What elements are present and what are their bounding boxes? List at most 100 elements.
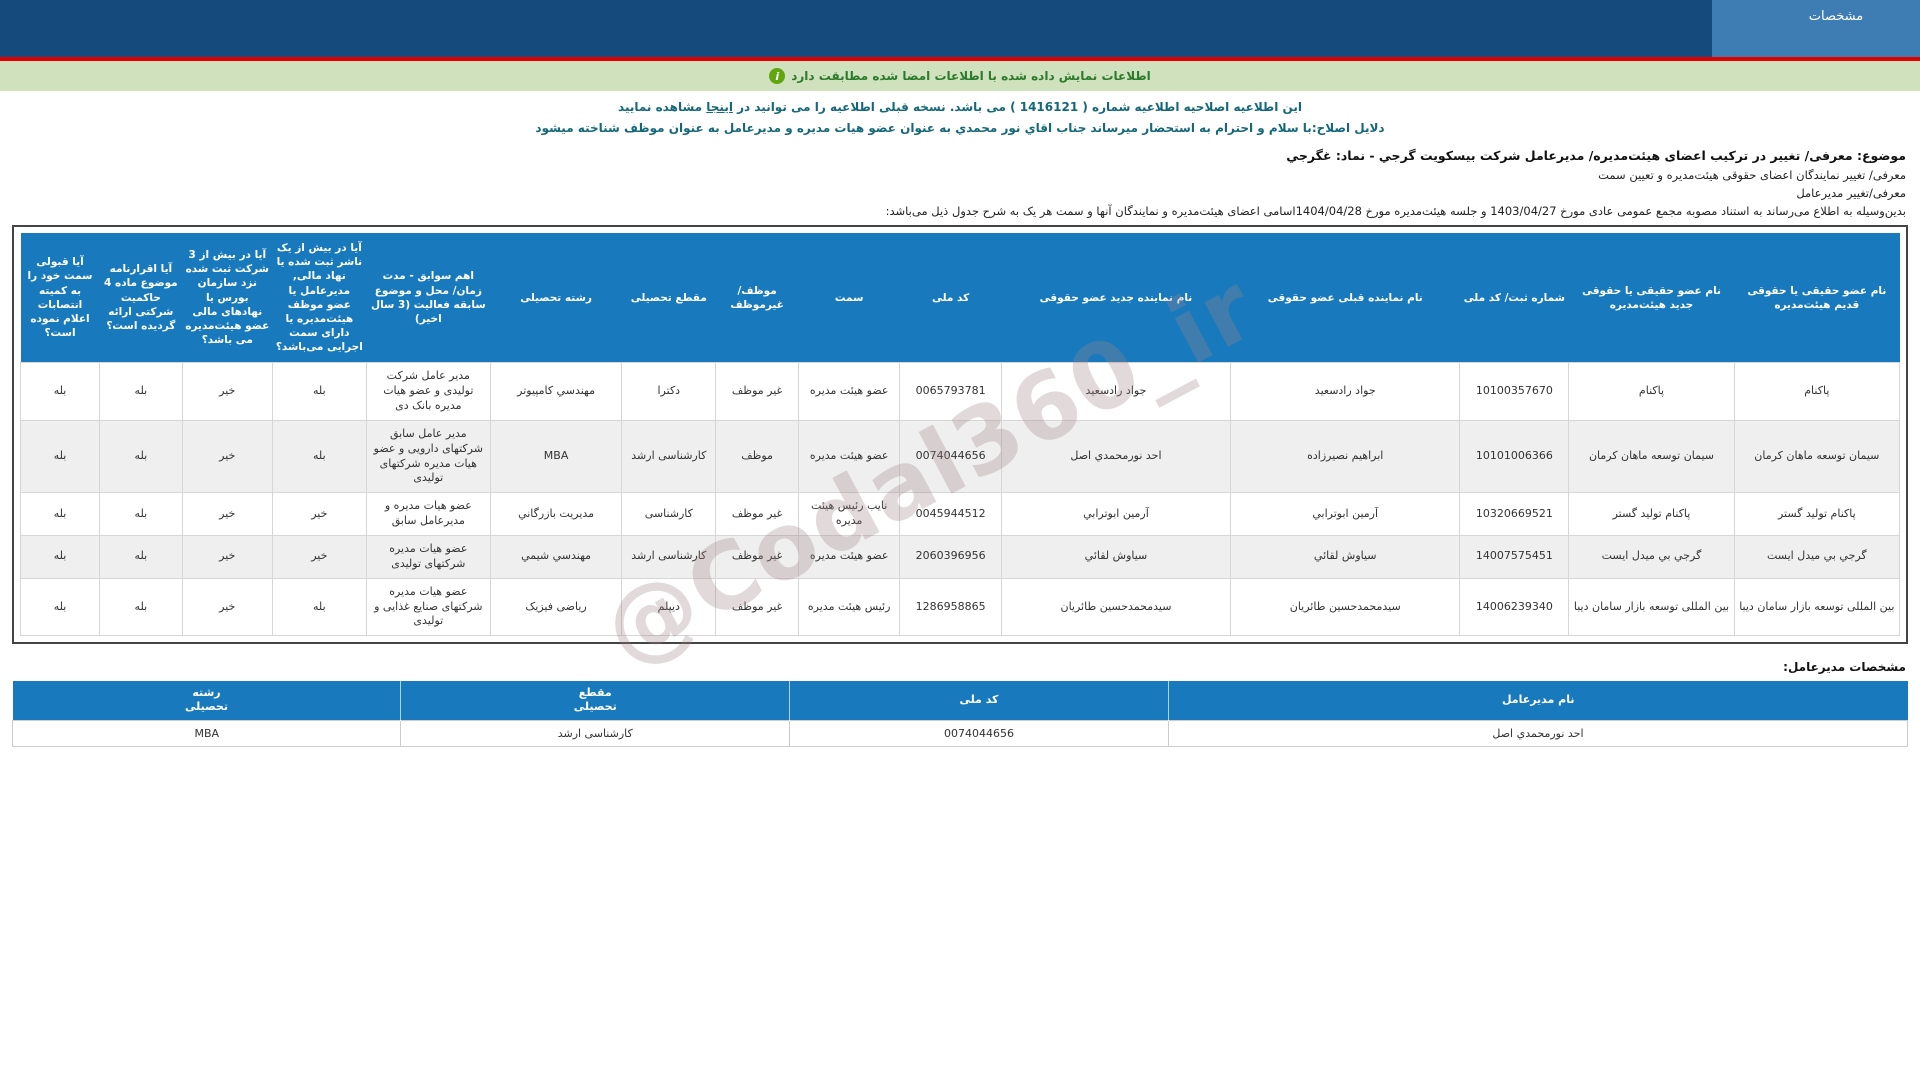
board-column-header: شماره ثبت/ کد ملی (1459, 233, 1569, 363)
table-cell: خیر (181, 577, 273, 637)
tab-specifications-label: مشخصات (1808, 9, 1864, 24)
ceo-column-header: کد ملی (788, 681, 1169, 721)
table-cell: بله (99, 534, 183, 579)
table-cell: غیر موظف (715, 577, 799, 637)
table-cell: خیر (181, 534, 273, 579)
board-column-header: کد ملی (899, 233, 1002, 363)
ceo-header-row: نام مدیرعامل کد ملی مقطع تحصیلی رشته تحص… (12, 681, 1908, 721)
table-cell: موظف (715, 419, 799, 494)
table-cell: بین المللی توسعه بازار سامان دیبا (1733, 577, 1901, 637)
red-divider-line (0, 57, 1920, 61)
amendment-notice-text-before: این اطلاعیه اصلاحیه اطلاعیه شماره ( 1416… (732, 100, 1302, 114)
table-cell: خیر (181, 362, 273, 421)
table-cell: عضو هیات مدیره شرکتهای صنایع غذایی و تول… (365, 577, 491, 637)
board-column-header: موظف/ غیرموظف (715, 233, 799, 363)
board-column-header: نام عضو حقیقی یا حقوقی قدیم هیئت‌مدیره (1734, 233, 1900, 363)
table-row: احد نورمحمدي اصل 0074044656 کارشناسی ارش… (11, 719, 1909, 747)
table-cell: بله (271, 419, 367, 494)
tab-specifications[interactable]: مشخصات (1712, 0, 1920, 57)
table-cell: آرمین ابوترابي (1230, 492, 1461, 536)
board-column-header: مقطع تحصیلی (621, 233, 716, 363)
board-column-header: آیا در بیش از یک ناشر ثبت شده یا نهاد ما… (272, 233, 367, 363)
table-cell: خیر (271, 492, 367, 536)
subject-line-representatives: معرفی/ تغییر نمایندگان اعضای حقوقی هیئت‌… (1598, 168, 1906, 182)
board-column-header: آیا قبولی سمت خود را به کمیته انتصابات ا… (20, 233, 100, 363)
table-cell: سیدمحمدحسین طائریان (1000, 577, 1232, 637)
table-cell: دکترا (621, 362, 717, 421)
table-cell: بله (99, 577, 183, 637)
table-cell: پاکنام (1568, 362, 1735, 421)
table-cell: عضو هیئت مدیره (797, 362, 901, 421)
table-cell: مدیریت بازرگاني (489, 492, 623, 536)
table-cell: عضو هیات مدیره شرکتهای تولیدی (365, 534, 491, 579)
ceo-section-title: مشخصات مدیرعامل: (1783, 660, 1906, 675)
table-cell: بله (271, 577, 367, 637)
board-column-header: سمت (798, 233, 900, 363)
table-cell: غیر موظف (715, 492, 799, 536)
table-cell: سیمان توسعه ماهان کرمان (1568, 419, 1735, 494)
board-column-header: نام عضو حقیقی یا حقوقی جدید هیئت‌مدیره (1568, 233, 1735, 363)
table-cell: خیر (271, 534, 367, 579)
alert-text: اطلاعات نمایش داده شده با اطلاعات امضا ش… (791, 69, 1151, 83)
table-cell: 10100357670 (1459, 362, 1570, 421)
amendment-notice: این اطلاعیه اصلاحیه اطلاعیه شماره ( 1416… (0, 100, 1920, 114)
table-cell: بله (19, 577, 101, 637)
table-cell: مهندسي کامپیوتر (489, 362, 623, 421)
table-cell: مدیر عامل سابق شرکتهای دارویی و عضو هیات… (365, 419, 491, 494)
board-column-header: رشته تحصیلی (490, 233, 622, 363)
ceo-field-cell: MBA (11, 719, 402, 747)
board-members-table-container: نام عضو حقیقی یا حقوقی قدیم هیئت‌مدیره نا… (12, 225, 1908, 645)
top-header-bar: مشخصات (0, 0, 1920, 57)
table-cell: بله (99, 362, 183, 421)
table-row: سیمان توسعه ماهان کرمان سیمان توسعه ماهان… (19, 419, 1901, 494)
board-table-header: نام عضو حقیقی یا حقوقی قدیم هیئت‌مدیره نا… (20, 233, 1900, 363)
info-icon: i (769, 68, 786, 84)
subject-title: موضوع: معرفی/ تغییر در ترکیب اعضای هیئت‌… (1286, 148, 1906, 163)
table-cell: سیاوش لقائي (1230, 534, 1461, 579)
subject-block: موضوع: معرفی/ تغییر در ترکیب اعضای هیئت‌… (14, 148, 1906, 218)
table-cell: بله (271, 362, 367, 421)
subject-line-ceo-change: معرفی/تغییر مدیرعامل (1796, 186, 1906, 200)
board-column-header: آیا اقرارنامه موضوع ماده 4 حاکمیت شرکتی … (99, 233, 183, 363)
table-cell: بله (19, 362, 101, 421)
board-column-header: نام نماینده قبلی عضو حقوقی (1230, 233, 1460, 363)
table-cell: بله (19, 492, 101, 536)
table-cell: 0045944512 (899, 492, 1002, 536)
table-cell: سیدمحمدحسین طائریان (1230, 577, 1461, 637)
table-cell: بله (99, 419, 183, 494)
table-cell: جواد رادسعید (1000, 362, 1232, 421)
board-header-row: نام عضو حقیقی یا حقوقی قدیم هیئت‌مدیره نا… (20, 233, 1900, 363)
table-cell: نایب رئیس هیئت مدیره (797, 492, 901, 536)
table-cell: جواد رادسعید (1230, 362, 1461, 421)
table-cell: 0074044656 (899, 419, 1002, 494)
table-cell: 14007575451 (1459, 534, 1570, 579)
amendment-notice-text-after: مشاهده نمایید (618, 100, 707, 114)
table-row: گرجي بي میدل ایست گرجي بي میدل ایست 140075… (19, 534, 1901, 579)
board-column-header: نام نماینده جدید عضو حقوقی (1001, 233, 1231, 363)
table-cell: پاکنام تولید گستر (1568, 492, 1735, 536)
table-cell: 0065793781 (899, 362, 1002, 421)
table-cell: دیپلم (621, 577, 717, 637)
ceo-name-cell: احد نورمحمدي اصل (1167, 719, 1909, 747)
table-cell: MBA (489, 419, 623, 494)
ceo-details-section: مشخصات مدیرعامل: نام مدیرعامل کد ملی مقط… (11, 660, 1909, 747)
table-cell: غیر موظف (715, 362, 799, 421)
table-cell: گرجي بي میدل ایست (1568, 534, 1735, 579)
table-cell: آرمین ابوترابي (1000, 492, 1232, 536)
board-column-header: اهم سوابق - مدت زمان/ محل و موضوع سابقه … (366, 233, 491, 363)
previous-version-link[interactable]: اینجا (706, 100, 733, 114)
ceo-national-id-cell: 0074044656 (788, 719, 1169, 747)
table-cell: عضو هیات مدیره و مدیرعامل سابق (365, 492, 491, 536)
board-table-body: پاکنام پاکنام 10100357670 جواد رادسعید جواد … (19, 362, 1901, 637)
table-cell: ابراهیم نصیرزاده (1230, 419, 1461, 494)
table-cell: 10101006366 (1459, 419, 1570, 494)
table-cell: مدیر عامل شرکت تولیدی و عضو هیات مدیره ب… (365, 362, 491, 421)
table-row: پاکنام تولید گستر پاکنام تولید گستر 103206… (19, 492, 1901, 536)
ceo-column-header: مقطع تحصیلی (400, 681, 790, 721)
table-cell: گرجي بي میدل ایست (1733, 534, 1901, 579)
table-cell: 10320669521 (1459, 492, 1570, 536)
correction-reason-text: دلایل اصلاح:با سلام و احترام به استحضار … (535, 121, 1385, 135)
table-row: پاکنام پاکنام 10100357670 جواد رادسعید جواد … (19, 362, 1901, 421)
table-cell: رئیس هیئت مدیره (797, 577, 901, 637)
